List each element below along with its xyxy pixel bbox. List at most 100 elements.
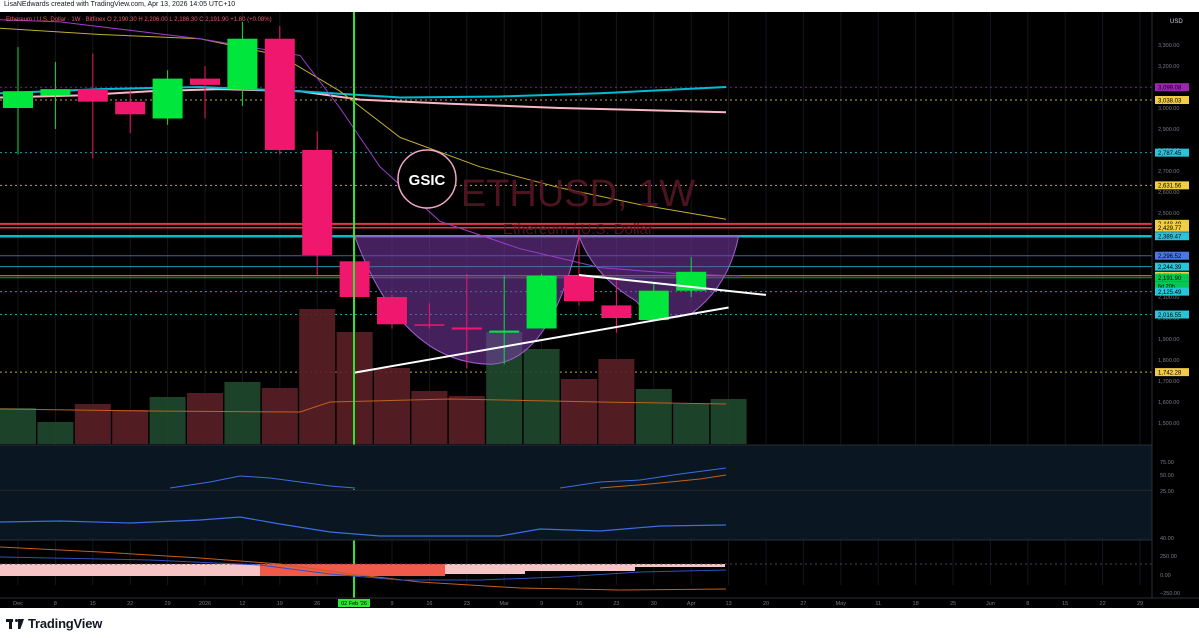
candle-body [489, 330, 520, 333]
horizontal-levels [0, 86, 1152, 373]
price-label-box [1155, 96, 1189, 105]
time-tick-label: 22 [1100, 601, 1106, 607]
price-label-text: 2,125.49 [1158, 290, 1182, 296]
price-label-box [1155, 83, 1189, 92]
price-tick-label: 1,500.00 [1158, 421, 1179, 427]
time-tick-label: 30 [651, 601, 657, 607]
candlestick-chart[interactable]: 3,300.003,200.003,100.003,000.002,900.00… [0, 12, 1199, 608]
time-tick-label: May [836, 601, 847, 607]
time-tick-label: 13 [726, 601, 732, 607]
price-label-text: 2,296.52 [1158, 254, 1182, 260]
volume-bar [374, 368, 410, 444]
price-label-text: 2,787.45 [1158, 151, 1182, 157]
price-label-box [1155, 310, 1189, 319]
volume-bar [523, 349, 560, 444]
time-tick-label: 9 [540, 601, 543, 607]
ema-fast-line [0, 85, 727, 99]
time-tick-label: Mar [499, 601, 509, 607]
time-tick-label: 20 [763, 601, 769, 607]
candle-body [414, 324, 445, 326]
price-tick-label: 2,600.00 [1158, 190, 1179, 196]
footer-bar: TradingView [0, 608, 1199, 638]
chart-overlays: Ethereum / U.S. Dollar · 1W · Bitfinex O… [6, 17, 1183, 238]
time-highlight-box [338, 599, 370, 607]
volume-bar [710, 399, 747, 444]
symbol-line: Ethereum / U.S. Dollar · 1W · Bitfinex O… [6, 17, 272, 23]
price-tick-label: 3,200.00 [1158, 64, 1179, 70]
candle-body [115, 101, 146, 115]
volume-bar [187, 393, 223, 444]
price-tick-label: 2,000.00 [1158, 316, 1179, 322]
time-tick-label: 11 [875, 601, 881, 607]
macd-tick-label: −250.00 [1160, 591, 1180, 597]
candle-body [302, 150, 333, 255]
price-tick-label: 3,000.00 [1158, 106, 1179, 112]
price-label-box [1155, 281, 1189, 290]
countdown-label: 6d 20h [1158, 284, 1175, 290]
price-label-text: 2,191.90 [1158, 276, 1182, 282]
candle-body [526, 276, 557, 329]
price-label-box [1155, 223, 1189, 232]
time-tick-label: 16 [426, 601, 432, 607]
logo-text: GSIC [409, 172, 446, 189]
time-tick-label: 29 [165, 601, 171, 607]
price-label-text: 2,429.77 [1158, 226, 1182, 232]
price-label-text: 2,244.39 [1158, 265, 1182, 271]
indicator-panes [0, 444, 1199, 591]
rsi-tick-label: 50.00 [1160, 473, 1174, 479]
rsi-line [169, 475, 356, 489]
time-axis[interactable]: Dec 8 15 22 29 2026 12 19 26 02 Feb '26 9 16 23 Mar 9 1… [0, 597, 1199, 608]
candle-body [564, 276, 594, 302]
time-tick-label: 23 [613, 601, 619, 607]
candles[interactable] [3, 21, 707, 369]
volume-bar [261, 388, 298, 444]
time-tick-label: 02 Feb '26 [341, 601, 367, 607]
currency-label: USD [1170, 19, 1183, 25]
rsi-line [559, 467, 727, 489]
tradingview-logo-icon [6, 619, 24, 629]
time-tick-label: 2026 [199, 601, 211, 607]
price-tick-label: 3,300.00 [1158, 43, 1179, 49]
time-axis-background [0, 598, 1199, 608]
brand-name: TradingView [28, 616, 103, 631]
time-tick-label: 12 [239, 601, 245, 607]
tradingview-logo[interactable]: TradingView [6, 616, 102, 631]
price-label-text: 2,016.55 [1158, 313, 1182, 319]
time-tick-label: 22 [127, 601, 133, 607]
price-axis[interactable]: 3,300.003,200.003,100.003,000.002,900.00… [1151, 12, 1199, 608]
volume-bar [598, 359, 635, 444]
volume-bars [0, 309, 747, 444]
adx-pane [0, 490, 1152, 540]
upper-trendline [578, 273, 767, 296]
gsic-logo: GSIC [397, 149, 457, 209]
macd-histogram-bar [260, 564, 445, 576]
time-tick-label: 18 [913, 601, 919, 607]
time-tick-label: 15 [1062, 601, 1068, 607]
time-tick-label: 23 [464, 601, 470, 607]
credit-text: LisaNEdwards created with TradingView.co… [4, 1, 236, 8]
price-label-box [1155, 148, 1189, 157]
price-label-box [1155, 181, 1189, 190]
time-tick-label: Dec [13, 601, 23, 607]
ma-purple-line [0, 19, 741, 277]
price-label-text: 2,389.47 [1158, 235, 1182, 241]
price-label-box [1155, 368, 1189, 377]
candle-body [377, 297, 407, 325]
macd-histogram-bar [445, 564, 525, 574]
time-tick-label: 27 [800, 601, 806, 607]
price-label-text: 2,631.56 [1158, 184, 1182, 190]
candle-body [77, 89, 108, 102]
lower-trendline [354, 306, 729, 374]
volume-bar [112, 410, 149, 444]
ma-yellow-line [0, 27, 727, 220]
macd-histogram-bar [525, 564, 635, 571]
candle-body [3, 91, 33, 108]
macd-histogram-bar [635, 564, 725, 567]
volume-bar [224, 382, 261, 444]
price-label-box [1155, 287, 1189, 296]
volume-ma-line [0, 398, 727, 413]
macd-signal-line [0, 546, 727, 591]
price-label-text: 3,038.03 [1158, 98, 1182, 104]
macd-tick-label: 250.00 [1160, 554, 1177, 560]
price-label-text: 1,742.28 [1158, 370, 1182, 376]
